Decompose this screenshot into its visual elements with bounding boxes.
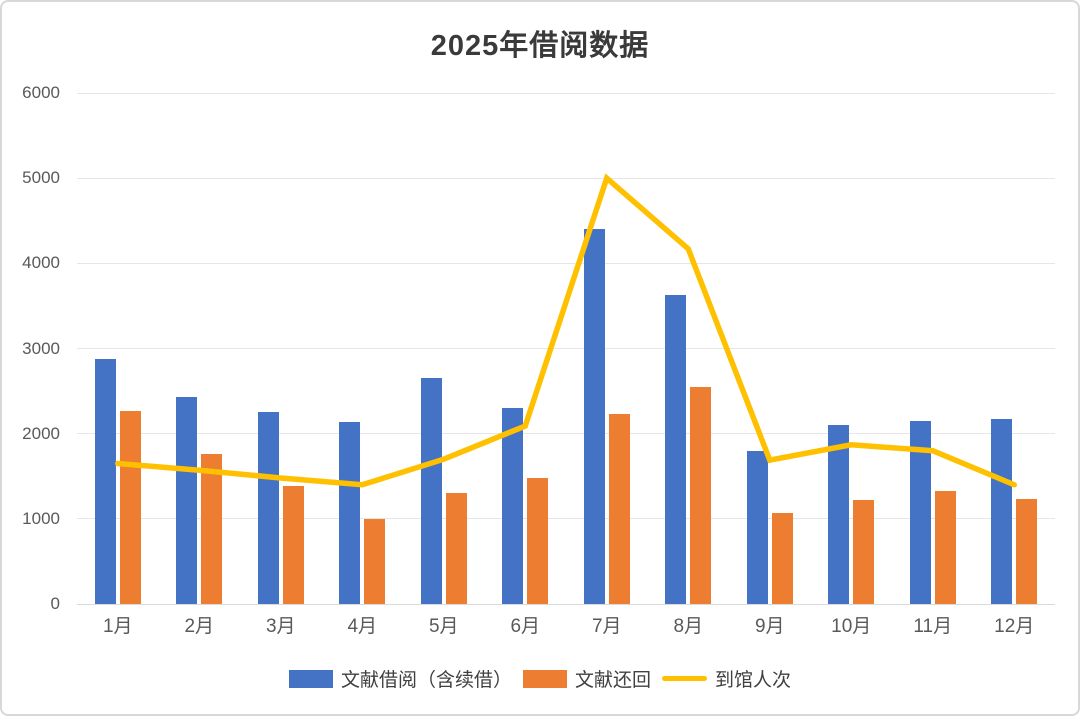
return-series-swatch bbox=[522, 669, 567, 688]
bar-return-12月 bbox=[1016, 499, 1038, 604]
bar-return-8月 bbox=[690, 386, 712, 604]
bar-borrow-3月 bbox=[257, 412, 279, 604]
borrow-series-swatch bbox=[288, 669, 333, 688]
y-tick-label: 5000 bbox=[22, 168, 60, 188]
legend-item-return: 文献还回 bbox=[522, 665, 651, 692]
bar-return-3月 bbox=[282, 485, 304, 604]
x-tick-label: 7月 bbox=[591, 616, 622, 637]
y-tick-label: 2000 bbox=[22, 423, 60, 443]
gridline bbox=[77, 262, 1055, 264]
bar-borrow-6月 bbox=[502, 408, 524, 604]
x-tick-label: 12月 bbox=[994, 616, 1035, 637]
bar-return-10月 bbox=[853, 500, 875, 604]
bar-borrow-7月 bbox=[583, 229, 605, 604]
bar-borrow-4月 bbox=[339, 421, 361, 604]
bar-borrow-11月 bbox=[909, 420, 931, 604]
bar-borrow-12月 bbox=[991, 419, 1013, 604]
gridline bbox=[77, 518, 1055, 520]
bar-return-1月 bbox=[119, 410, 141, 604]
y-tick-label: 3000 bbox=[22, 338, 60, 358]
gridline bbox=[77, 177, 1055, 179]
x-tick-label: 2月 bbox=[184, 616, 215, 637]
bar-return-7月 bbox=[608, 414, 630, 604]
x-tick-label: 10月 bbox=[831, 616, 872, 637]
x-tick-label: 11月 bbox=[913, 616, 953, 637]
y-tick-label: 4000 bbox=[22, 253, 60, 273]
bar-return-9月 bbox=[771, 512, 793, 604]
y-tick-label: 1000 bbox=[22, 508, 60, 528]
x-tick-label: 8月 bbox=[673, 616, 704, 637]
x-tick-label: 1月 bbox=[102, 616, 133, 637]
bar-borrow-10月 bbox=[828, 425, 850, 604]
y-tick-label: 6000 bbox=[22, 83, 60, 102]
legend-label-visits: 到馆人次 bbox=[715, 670, 792, 691]
bar-return-2月 bbox=[201, 454, 223, 604]
visits-line-swatch bbox=[662, 676, 707, 681]
x-tick-label: 9月 bbox=[754, 616, 785, 637]
gridline bbox=[77, 92, 1055, 94]
x-tick-label: 5月 bbox=[428, 616, 459, 637]
bar-borrow-8月 bbox=[665, 294, 687, 604]
legend-label-return: 文献还回 bbox=[574, 670, 651, 691]
bar-return-5月 bbox=[445, 493, 467, 604]
x-axis-line bbox=[77, 603, 1055, 605]
legend-label-borrow: 文献借阅（含续借） bbox=[340, 670, 512, 691]
x-tick-label: 6月 bbox=[510, 616, 541, 637]
y-tick-label: 0 bbox=[50, 594, 60, 613]
bar-borrow-2月 bbox=[176, 397, 198, 604]
x-tick-label: 4月 bbox=[347, 616, 378, 637]
x-tick-label: 3月 bbox=[265, 616, 296, 637]
bar-return-11月 bbox=[934, 490, 956, 604]
legend-item-borrow: 文献借阅（含续借） bbox=[288, 665, 512, 692]
bar-borrow-9月 bbox=[746, 450, 768, 604]
bar-borrow-1月 bbox=[94, 358, 116, 604]
bar-return-4月 bbox=[364, 518, 386, 604]
bar-return-6月 bbox=[527, 477, 549, 604]
gridline bbox=[77, 348, 1055, 349]
legend: 文献借阅（含续借） 文献还回 到馆人次 bbox=[2, 665, 1078, 692]
bar-borrow-5月 bbox=[420, 378, 442, 604]
chart-title: 2025年借阅数据 bbox=[430, 30, 650, 62]
legend-item-visits: 到馆人次 bbox=[662, 665, 791, 692]
gridline bbox=[77, 433, 1055, 435]
